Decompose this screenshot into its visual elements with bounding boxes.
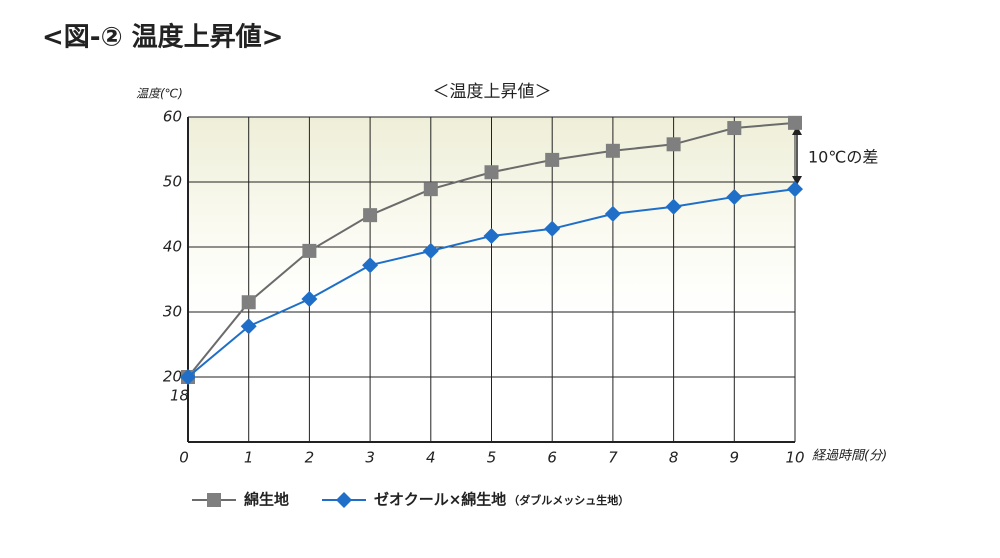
marker — [302, 243, 317, 258]
marker — [241, 295, 256, 310]
y-tick-label: 40 — [163, 238, 182, 256]
y-tick-label: 60 — [163, 108, 182, 126]
legend-note: （ダブルメッシュ生地） — [508, 493, 629, 507]
marker — [422, 242, 439, 259]
y-tick-label: 50 — [163, 173, 182, 191]
legend-label: ゼオクール×綿生地 — [374, 491, 506, 509]
marker — [362, 257, 379, 274]
marker — [301, 291, 318, 307]
x-tick-label: 3 — [365, 449, 375, 467]
page-title: <図-② 温度上昇値> — [42, 22, 283, 53]
x-tick-label: 6 — [547, 449, 557, 467]
marker — [666, 137, 681, 152]
marker — [483, 227, 500, 244]
marker — [604, 205, 621, 222]
chart-title: ＜温度上昇値＞ — [433, 82, 552, 102]
x-tick-label: 10 — [785, 449, 804, 467]
legend-label: 綿生地 — [244, 491, 289, 509]
marker — [363, 208, 378, 223]
y-axis-label: 温度(℃) — [136, 87, 183, 101]
x-tick-label: 5 — [487, 449, 497, 467]
y-tick-label: 20 — [163, 368, 182, 386]
marker — [180, 369, 196, 385]
marker — [665, 198, 682, 215]
marker — [240, 318, 257, 335]
marker — [727, 121, 742, 136]
annotation: 10℃の差 — [808, 148, 878, 167]
x-tick-label: 9 — [730, 449, 740, 467]
marker — [726, 188, 743, 205]
x-tick-label: 1 — [244, 449, 254, 467]
y-tick-label: 30 — [163, 303, 182, 321]
legend: 綿生地 ゼオクール×綿生地 （ダブルメッシュ生地） — [192, 491, 629, 509]
marker — [336, 492, 352, 508]
plot: 20 30 40 50 60 0 1 2 3 4 5 6 7 8 9 10 — [163, 108, 805, 467]
x-axis-label: 経過時間(分) — [812, 449, 887, 464]
marker — [484, 165, 499, 180]
marker — [207, 493, 221, 507]
x-tick-label: 4 — [426, 449, 436, 467]
marker — [545, 152, 560, 167]
marker — [788, 115, 802, 130]
marker — [605, 143, 620, 158]
x-tick-label: 0 — [179, 449, 189, 467]
x-tick-label: 2 — [305, 449, 315, 467]
marker — [423, 182, 438, 197]
marker — [787, 181, 803, 198]
x-tick-label: 8 — [669, 449, 679, 467]
x-tick-label: 7 — [608, 449, 618, 467]
y-start-label: 18 — [170, 387, 189, 405]
marker — [544, 220, 561, 237]
